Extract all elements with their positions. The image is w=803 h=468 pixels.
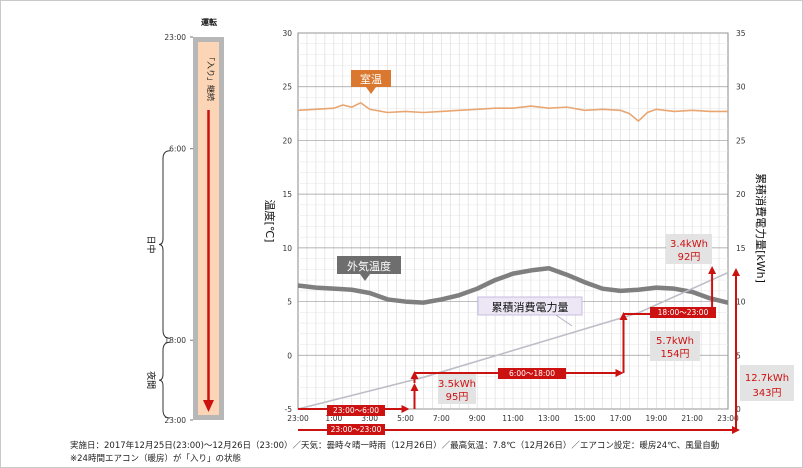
x-tick-label: 1:00 <box>325 414 342 423</box>
range-arrow-day-head <box>615 369 624 377</box>
x-tick-label: 9:00 <box>469 414 486 423</box>
total-value-kwh: 12.7kWh <box>745 373 789 384</box>
range-label-night: 23:00～6:00 <box>333 406 379 415</box>
range-label-total-box <box>327 424 385 435</box>
timeline-time-label: 23:00 <box>164 33 186 42</box>
segment-value-day-kwh: 5.7kWh <box>656 336 694 347</box>
energy-step-arrow-day-head <box>619 312 628 320</box>
range-label-evening: 18:00～23:00 <box>658 308 709 317</box>
timeline-heading: 運転 <box>201 17 217 27</box>
x-tick-label: 21:00 <box>681 414 703 423</box>
x-tick-label: 23:00 <box>717 414 739 423</box>
room-temp-label-box <box>351 70 391 87</box>
y-right-tick-label: 20 <box>736 190 746 199</box>
timeline-day-bracket <box>158 150 171 339</box>
y-left-tick-label: 0 <box>287 351 292 360</box>
segment-value-evening-kwh: 3.4kWh <box>670 239 708 250</box>
timeline-state-label: 「入り」継続 <box>206 53 216 101</box>
energy-step-arrow-evening-head <box>708 266 717 274</box>
x-tick-label: 3:00 <box>361 414 378 423</box>
y-right-tick-label: 0 <box>736 405 741 414</box>
segment-value-day-box <box>650 331 700 361</box>
segment-value-night-box <box>438 374 476 404</box>
timeline-time-label: 18:00 <box>164 336 186 345</box>
segment-value-evening-cost: 92円 <box>678 252 701 263</box>
x-tick-label: 5:00 <box>397 414 414 423</box>
range-arrow-night-head <box>401 405 410 413</box>
y-right-tick-label: 35 <box>736 29 746 38</box>
y-right-tick-label: 5 <box>736 351 741 360</box>
cumulative-energy-label: 累積消費電力量 <box>492 300 569 314</box>
range-label-night-box <box>327 405 385 416</box>
timeline-arrow-head <box>203 400 214 412</box>
timeline-night-bracket <box>158 341 171 419</box>
y-left-axis-label: 温度[℃] <box>263 200 277 243</box>
room-temp-label: 室温 <box>360 72 382 86</box>
cumulative-energy-label-box <box>477 296 583 316</box>
timeline-night-label: 夜間 <box>145 371 157 389</box>
series-line-cumulative-energy <box>297 271 729 410</box>
x-tick-label: 11:00 <box>502 414 524 423</box>
y-right-tick-label: 15 <box>736 244 746 253</box>
x-tick-label: 17:00 <box>610 414 632 423</box>
y-left-tick-label: 20 <box>282 136 292 145</box>
y-left-tick-label: 25 <box>282 83 292 92</box>
outdoor-temp-label: 外気温度 <box>347 259 391 273</box>
x-tick-label: 15:00 <box>574 414 596 423</box>
energy-step-arrow-night-head <box>410 383 419 391</box>
y-left-tick-label: 10 <box>282 244 292 253</box>
timeline-day-label: 日中 <box>145 235 157 253</box>
outdoor-temp-label-pointer <box>360 274 370 281</box>
segment-value-day-cost: 154円 <box>660 349 689 360</box>
y-right-tick-label: 30 <box>736 83 746 92</box>
y-left-tick-label: 30 <box>282 29 292 38</box>
total-value-box <box>740 365 794 401</box>
y-right-axis-label: 累積消費電力量[kWh] <box>754 173 768 283</box>
y-right-tick-label: 10 <box>736 298 746 307</box>
segment-value-night-kwh: 3.5kWh <box>438 379 476 390</box>
total-value-cost: 343円 <box>752 388 781 399</box>
segment-value-night-cost: 95円 <box>446 392 469 403</box>
cumulative-energy-label-leader <box>555 314 573 327</box>
segment-value-evening-box <box>666 234 712 264</box>
footer-conditions: 実施日：2017年12月25日(23:00)～12月26日（23:00）／天気：… <box>70 441 720 451</box>
footer-note: ※24時間エアコン（暖房）が「入り」の状態 <box>70 454 241 464</box>
x-tick-label: 13:00 <box>538 414 560 423</box>
series-line-room-temperature <box>297 101 728 123</box>
outdoor-temp-label-box <box>337 256 401 274</box>
x-tick-label: 23:00 <box>287 414 309 423</box>
range-label-day: 6:00～18:00 <box>509 369 555 378</box>
energy-total-arrow-head <box>732 268 740 276</box>
range-label-total: 23:00～23:00 <box>331 425 382 434</box>
y-left-tick-label: 15 <box>282 190 292 199</box>
range-label-evening-box <box>650 307 716 318</box>
energy-step-arrow-day-base-head <box>410 371 419 379</box>
range-label-day-box <box>498 368 566 379</box>
timeline-time-label: 6:00 <box>169 145 186 154</box>
y-right-tick-label: 25 <box>736 136 746 145</box>
y-left-tick-label: 5 <box>287 298 292 307</box>
room-temp-label-pointer <box>366 87 376 94</box>
x-tick-label: 19:00 <box>646 414 668 423</box>
x-tick-label: 7:00 <box>433 414 450 423</box>
y-left-tick-label: -5 <box>285 405 293 414</box>
timeline-time-label: 23:00 <box>164 416 186 425</box>
series-line-outdoor-temperature <box>297 266 729 305</box>
